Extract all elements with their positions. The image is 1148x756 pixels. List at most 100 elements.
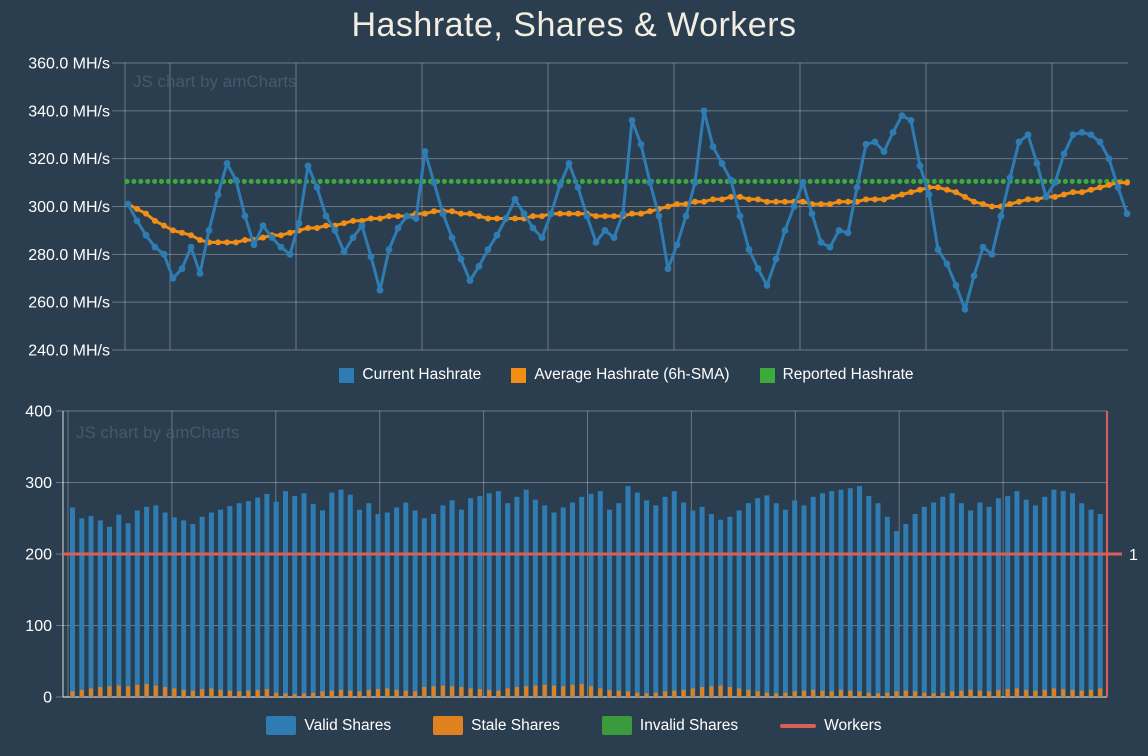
legend-item-current-hashrate[interactable]: Current Hashrate bbox=[339, 366, 481, 384]
reported-hashrate-dot bbox=[821, 178, 827, 184]
current-hashrate-marker bbox=[1015, 138, 1023, 146]
reported-hashrate-dot bbox=[566, 178, 572, 184]
y-axis-tick-label: 300.0 MH/s bbox=[28, 199, 110, 216]
y-axis-tick-label: 0 bbox=[43, 690, 52, 707]
legend-item-average-hashrate-6h-sma-[interactable]: Average Hashrate (6h-SMA) bbox=[511, 366, 730, 384]
current-hashrate-marker bbox=[592, 238, 600, 246]
average-hashrate-marker bbox=[467, 210, 473, 217]
current-hashrate-marker bbox=[304, 162, 312, 170]
current-hashrate-marker bbox=[484, 246, 492, 253]
stale-shares-bar bbox=[570, 684, 575, 697]
valid-shares-bar bbox=[894, 531, 899, 697]
legend-item-reported-hashrate[interactable]: Reported Hashrate bbox=[759, 366, 914, 384]
reported-hashrate-dot bbox=[1069, 178, 1075, 184]
stale-shares-bar bbox=[320, 691, 325, 697]
stale-shares-bar bbox=[950, 691, 955, 697]
valid-shares-bar bbox=[70, 507, 75, 697]
average-hashrate-marker bbox=[575, 210, 581, 217]
stale-shares-bar bbox=[274, 692, 279, 697]
valid-shares-bar bbox=[514, 496, 520, 697]
reported-hashrate-dot bbox=[1062, 178, 1068, 184]
valid-shares-bar bbox=[97, 520, 103, 697]
current-hashrate-marker bbox=[331, 227, 339, 234]
amcharts-watermark: JS chart by amCharts bbox=[76, 423, 239, 442]
valid-shares-bar bbox=[588, 493, 594, 697]
reported-hashrate-dot bbox=[1097, 178, 1103, 184]
stale-shares-bar bbox=[802, 690, 806, 697]
current-hashrate-marker bbox=[1123, 210, 1131, 218]
average-hashrate-marker bbox=[746, 196, 752, 203]
stale-shares-bar bbox=[283, 693, 288, 697]
hashrate-chart[interactable]: 360.0 MH/s 340.0 MH/s 320.0 MH/s 300.0 MH/s… bbox=[0, 55, 1148, 360]
valid-shares-bar bbox=[338, 489, 344, 697]
valid-shares-bar bbox=[366, 503, 372, 697]
average-hashrate-series bbox=[125, 179, 1130, 246]
current-hashrate-marker bbox=[790, 203, 798, 210]
stale-shares-bar bbox=[663, 691, 668, 697]
valid-shares-bar bbox=[134, 510, 140, 697]
stale-shares-bar bbox=[737, 688, 742, 697]
current-hashrate-marker bbox=[196, 270, 204, 277]
stale-shares-bar bbox=[764, 692, 769, 697]
average-hashrate-marker bbox=[962, 193, 968, 200]
current-hashrate-marker bbox=[871, 138, 879, 146]
legend-item-valid-shares[interactable]: Valid Shares bbox=[266, 716, 391, 735]
valid-shares-bar bbox=[597, 491, 603, 697]
valid-shares-bar bbox=[431, 514, 437, 697]
hashrate-legend: Current Hashrate Average Hashrate (6h-SMA… bbox=[125, 366, 1128, 384]
current-hashrate-marker bbox=[835, 227, 843, 234]
reported-hashrate-dot bbox=[400, 178, 406, 184]
shares-chart[interactable]: 400 300 200 100 0 JS chart by amCharts 1 bbox=[0, 400, 1148, 712]
stale-shares-bar bbox=[1051, 688, 1056, 697]
legend-label: Current Hashrate bbox=[362, 366, 482, 383]
current-hashrate-marker bbox=[1078, 128, 1086, 136]
current-hashrate-marker bbox=[583, 212, 591, 220]
current-hashrate-marker bbox=[781, 227, 789, 234]
average-hashrate-marker bbox=[782, 198, 788, 205]
valid-shares-bar bbox=[227, 506, 233, 697]
stale-shares-bar bbox=[940, 692, 945, 697]
reported-hashrate-dot bbox=[255, 178, 261, 184]
stale-shares-bar bbox=[431, 686, 436, 697]
valid-shares-bar bbox=[1032, 505, 1038, 697]
average-hashrate-marker bbox=[152, 217, 158, 224]
legend-item-invalid-shares[interactable]: Invalid Shares bbox=[601, 716, 738, 735]
reported-hashrate-dot bbox=[848, 178, 855, 184]
stale-shares-bar bbox=[496, 690, 501, 697]
reported-hashrate-dot bbox=[290, 178, 296, 184]
reported-hashrate-dot bbox=[262, 178, 268, 184]
reported-hashrate-dot bbox=[490, 178, 496, 184]
stale-shares-bar bbox=[376, 689, 380, 697]
valid-shares-bar bbox=[1023, 499, 1029, 697]
stale-shares-bar bbox=[1042, 689, 1047, 697]
valid-shares-bar bbox=[866, 496, 872, 697]
current-hashrate-marker bbox=[619, 210, 627, 218]
stale-shares-bar bbox=[755, 691, 760, 697]
stale-shares-bar bbox=[839, 689, 843, 697]
current-hashrate-marker bbox=[529, 224, 537, 232]
average-hashrate-marker bbox=[881, 196, 887, 203]
current-hashrate-marker bbox=[214, 191, 222, 198]
current-hashrate-marker bbox=[565, 160, 573, 167]
average-hashrate-marker bbox=[233, 239, 239, 246]
average-hashrate-marker bbox=[980, 201, 986, 208]
average-hashrate-marker bbox=[566, 210, 572, 217]
average-hashrate-marker bbox=[773, 198, 779, 205]
reported-hashrate-dot bbox=[283, 178, 289, 184]
stale-shares-bar bbox=[1014, 688, 1019, 697]
current-hashrate-marker bbox=[1069, 131, 1077, 139]
reported-hashrate-dot bbox=[641, 178, 648, 184]
legend-item-stale-shares[interactable]: Stale Shares bbox=[433, 716, 560, 735]
valid-shares-bar bbox=[681, 502, 687, 697]
legend-item-workers[interactable]: Workers bbox=[780, 717, 882, 735]
average-hashrate-marker bbox=[638, 210, 644, 217]
stale-shares-bar bbox=[70, 691, 75, 697]
valid-shares-bar bbox=[283, 491, 288, 697]
reported-hashrate-dot bbox=[752, 178, 758, 184]
average-hashrate-marker bbox=[161, 222, 167, 229]
current-hashrate-marker bbox=[1042, 193, 1050, 201]
reported-hashrate-series bbox=[124, 178, 1131, 184]
stale-shares-bar bbox=[292, 694, 297, 697]
stale-shares-bar bbox=[255, 689, 260, 697]
